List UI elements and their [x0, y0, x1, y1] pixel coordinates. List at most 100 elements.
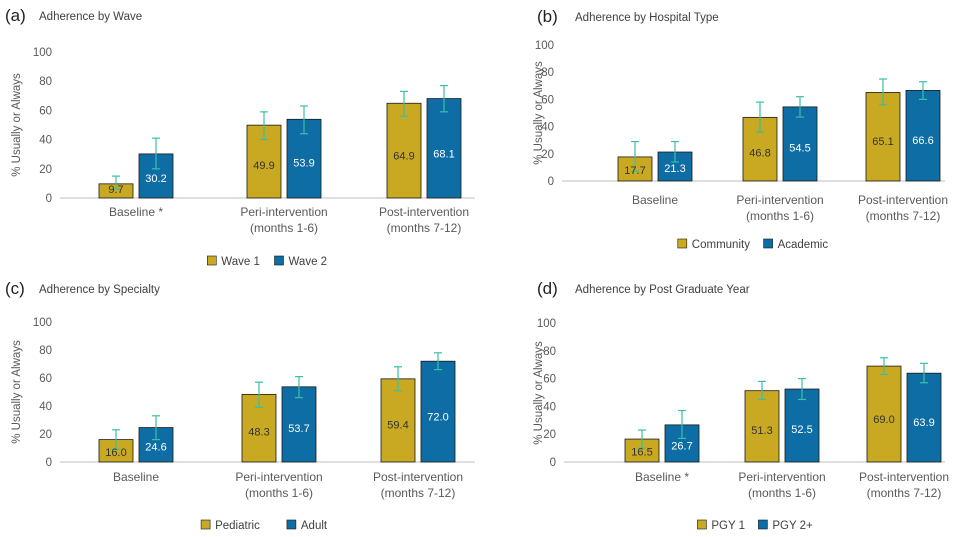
chart-panel-a: (a) Adherence by Wave % Usually or Always 0…: [5, 6, 475, 268]
x-tick-label: Baseline *: [635, 470, 689, 484]
chart-panel-d: (d) Adherence by Post Graduate Year % Usua…: [533, 279, 949, 532]
bar: [426, 98, 462, 199]
legend-label: Adult: [301, 520, 328, 532]
y-tick-label: 40: [39, 401, 52, 413]
x-tick-label: (months 1-6): [245, 486, 313, 500]
y-tick-label: 80: [541, 67, 554, 79]
y-tick-label: 0: [550, 457, 556, 469]
x-tick-label: Peri-intervention: [736, 193, 823, 207]
y-tick-label: 60: [39, 105, 52, 117]
panel-label: (d): [537, 279, 558, 298]
x-tick-label: (months 7-12): [866, 209, 941, 223]
x-tick-label: Peri-intervention: [235, 470, 322, 484]
data-label: 16.0: [105, 447, 126, 459]
x-tick-label: (months 7-12): [381, 486, 456, 500]
chart-panel-b: (b) Adherence by Hospital Type % Usually o…: [533, 7, 948, 251]
x-tick-label: Peri-intervention: [240, 205, 327, 219]
chart-title: Adherence by Wave: [39, 11, 142, 23]
y-tick-label: 80: [39, 345, 52, 357]
data-label: 53.9: [293, 158, 314, 170]
panel-b: (b) Adherence by Hospital Type % Usually o…: [479, 0, 958, 268]
x-tick-label: Post-intervention: [379, 205, 469, 219]
y-tick-label: 0: [46, 457, 52, 469]
x-tick-label: Post-intervention: [858, 193, 948, 207]
legend-swatch: [286, 519, 297, 530]
x-tick-label: Post-intervention: [373, 470, 463, 484]
data-label: 26.7: [671, 440, 692, 452]
y-axis-label: % Usually or Always: [11, 340, 23, 444]
y-tick-label: 60: [543, 374, 556, 386]
y-tick-label: 20: [39, 429, 52, 441]
chart-title: Adherence by Hospital Type: [575, 12, 719, 24]
bar: [906, 372, 942, 463]
legend-swatch: [763, 238, 773, 249]
x-tick-label: (months 7-12): [867, 486, 942, 500]
data-label: 9.7: [108, 184, 123, 196]
y-tick-label: 40: [543, 401, 556, 413]
data-label: 46.8: [749, 147, 770, 159]
bar: [281, 386, 317, 463]
legend-label: Wave 1: [221, 256, 260, 268]
bar: [784, 388, 820, 463]
y-tick-label: 40: [39, 135, 52, 147]
bar: [386, 102, 422, 199]
y-tick-label: 20: [39, 164, 52, 176]
data-label: 68.1: [433, 148, 454, 160]
panel-d: (d) Adherence by Post Graduate Year % Usua…: [479, 268, 958, 536]
data-label: 51.3: [751, 425, 772, 437]
chart-title: Adherence by Post Graduate Year: [575, 284, 750, 296]
data-label: 21.3: [664, 163, 685, 175]
panel-a: (a) Adherence by Wave % Usually or Always 0…: [0, 0, 479, 268]
bar: [782, 106, 818, 182]
data-label: 17.7: [624, 165, 645, 177]
bar: [744, 390, 780, 463]
x-tick-label: Peri-intervention: [738, 470, 825, 484]
legend-label: Academic: [778, 239, 829, 251]
legend-label: PGY 1: [711, 520, 745, 532]
panel-c: (c) Adherence by Specialty % Usually or Al…: [0, 268, 479, 536]
data-label: 59.4: [387, 420, 408, 432]
legend-swatch: [200, 519, 211, 530]
data-label: 72.0: [427, 412, 448, 424]
y-tick-label: 40: [541, 122, 554, 134]
data-label: 30.2: [145, 173, 166, 185]
x-tick-label: (months 1-6): [748, 486, 816, 500]
y-axis-label: % Usually or Always: [533, 61, 545, 165]
x-tick-label: Baseline: [632, 193, 678, 207]
x-tick-label: (months 1-6): [250, 221, 318, 235]
y-tick-label: 60: [541, 94, 554, 106]
x-tick-label: Baseline: [113, 470, 159, 484]
chart-title: Adherence by Specialty: [39, 284, 160, 296]
y-tick-label: 0: [548, 176, 554, 188]
y-tick-label: 100: [33, 47, 52, 59]
x-tick-label: (months 1-6): [746, 209, 814, 223]
bar: [905, 90, 941, 182]
legend-label: Wave 2: [289, 256, 328, 268]
y-axis-label: % Usually or Always: [533, 341, 545, 445]
y-tick-label: 60: [39, 373, 52, 385]
y-tick-label: 100: [33, 317, 52, 329]
legend-swatch: [697, 519, 707, 530]
legend-label: Community: [692, 239, 750, 251]
y-tick-label: 0: [46, 193, 52, 205]
panel-label: (a): [5, 6, 26, 25]
chart-panel-c: (c) Adherence by Specialty % Usually or Al…: [5, 279, 475, 532]
legend-label: Pediatric: [215, 520, 260, 532]
data-label: 53.7: [288, 423, 309, 435]
y-axis-label: % Usually or Always: [11, 73, 23, 177]
y-tick-label: 20: [541, 149, 554, 161]
x-tick-label: Baseline *: [109, 205, 163, 219]
bar: [865, 92, 901, 182]
data-label: 24.6: [145, 442, 166, 454]
y-tick-label: 100: [537, 318, 556, 330]
y-tick-label: 80: [543, 346, 556, 358]
panel-label: (c): [5, 279, 25, 298]
data-label: 16.5: [631, 447, 652, 459]
data-label: 65.1: [872, 136, 893, 148]
legend-swatch: [207, 255, 217, 266]
legend-swatch: [274, 255, 284, 266]
x-tick-label: Post-intervention: [859, 470, 949, 484]
x-tick-label: (months 7-12): [387, 221, 462, 235]
panel-label: (b): [537, 7, 558, 26]
